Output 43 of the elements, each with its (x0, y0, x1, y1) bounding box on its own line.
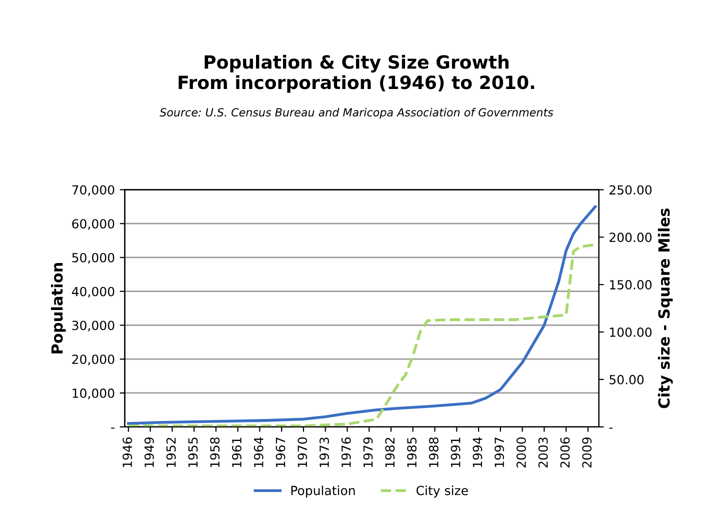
y-tick-label: 70,000 (72, 185, 114, 196)
x-tick-label: 2006 (560, 437, 570, 468)
y2-tick-label: - (609, 428, 613, 429)
x-tick-label: 1955 (188, 438, 198, 468)
x-tick-label: 1967 (276, 438, 286, 468)
y-tick-label: 40,000 (72, 286, 114, 298)
y-tick-label: 50,000 (72, 252, 114, 264)
chart-subtitle: Source: U.S. Census Bureau and Maricopa Association of Governments (160, 108, 554, 119)
y-axis-title: Population (50, 263, 66, 354)
x-tick-label: 1976 (341, 437, 351, 468)
y2-tick-label: 200.00 (610, 232, 652, 242)
legend-label: Population (291, 486, 355, 498)
x-tick-label: 1991 (450, 438, 460, 468)
x-tick-label: 1994 (472, 437, 482, 468)
x-tick-label: 1958 (210, 437, 220, 468)
y2-tick-label: 150.00 (610, 280, 652, 290)
x-tick-label: 1997 (494, 438, 504, 468)
x-tick-label: 2000 (516, 437, 526, 468)
y2-tick-label: 50.00 (610, 374, 644, 384)
x-tick-label: 1964 (254, 437, 264, 468)
y2-axis-title: City size - Square Miles (658, 208, 673, 408)
x-tick-label: 1985 (407, 438, 417, 468)
y-tick-label: 30,000 (72, 320, 114, 332)
y-tick-label: - (111, 428, 114, 429)
x-tick-label: 1946 (122, 437, 132, 468)
chart-title: Population & City Size Growth From incorporation (1946) to 2010. (178, 54, 534, 93)
x-tick-label: 1982 (385, 438, 395, 468)
x-tick-label: 2009 (582, 437, 592, 468)
y-tick-label: 60,000 (72, 219, 114, 230)
x-tick-label: 1970 (298, 437, 308, 468)
y-tick-label: 10,000 (72, 388, 114, 400)
y2-tick-label: 250.00 (610, 185, 652, 195)
x-tick-label: 1961 (232, 438, 242, 468)
y-tick-label: 20,000 (72, 354, 114, 366)
legend-label: City size (416, 486, 468, 498)
x-tick-label: 1988 (428, 437, 438, 468)
x-tick-label: 1952 (166, 438, 176, 468)
x-tick-label: 1973 (320, 438, 329, 468)
x-tick-label: 2003 (538, 438, 548, 468)
x-tick-label: 1949 (144, 437, 154, 468)
line-series (127, 205, 597, 425)
x-tick-label: 1979 (363, 437, 373, 468)
y2-tick-label: 100.00 (610, 327, 652, 337)
